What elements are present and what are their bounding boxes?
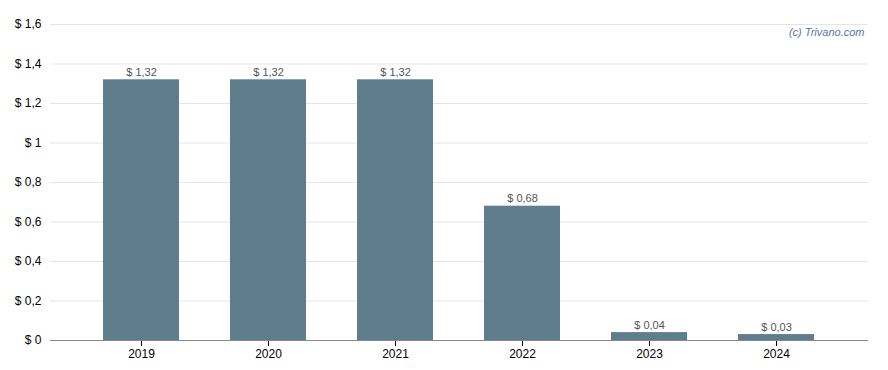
svg-text:2022: 2022: [509, 347, 536, 361]
svg-text:2024: 2024: [763, 347, 790, 361]
svg-text:$ 0,8: $ 0,8: [15, 175, 42, 189]
svg-text:$ 1,6: $ 1,6: [15, 17, 42, 31]
svg-text:$ 0,4: $ 0,4: [15, 254, 42, 268]
svg-text:2020: 2020: [255, 347, 282, 361]
svg-text:(c) Trivano.com: (c) Trivano.com: [789, 26, 865, 38]
svg-text:2023: 2023: [636, 347, 663, 361]
svg-text:$ 1,32: $ 1,32: [126, 66, 157, 78]
svg-text:$ 1,32: $ 1,32: [380, 66, 411, 78]
svg-text:$ 1,4: $ 1,4: [15, 57, 42, 71]
svg-text:$ 0: $ 0: [25, 333, 42, 347]
svg-text:$ 0,6: $ 0,6: [15, 215, 42, 229]
svg-text:$ 0,03: $ 0,03: [761, 321, 792, 333]
svg-text:$ 0,2: $ 0,2: [15, 294, 42, 308]
svg-text:$ 1,32: $ 1,32: [253, 66, 284, 78]
svg-text:$ 0,04: $ 0,04: [634, 319, 665, 331]
svg-text:$ 1,2: $ 1,2: [15, 96, 42, 110]
svg-text:$ 0,68: $ 0,68: [507, 192, 538, 204]
svg-text:2021: 2021: [382, 347, 409, 361]
svg-text:$ 1: $ 1: [25, 136, 42, 150]
svg-text:2019: 2019: [128, 347, 155, 361]
